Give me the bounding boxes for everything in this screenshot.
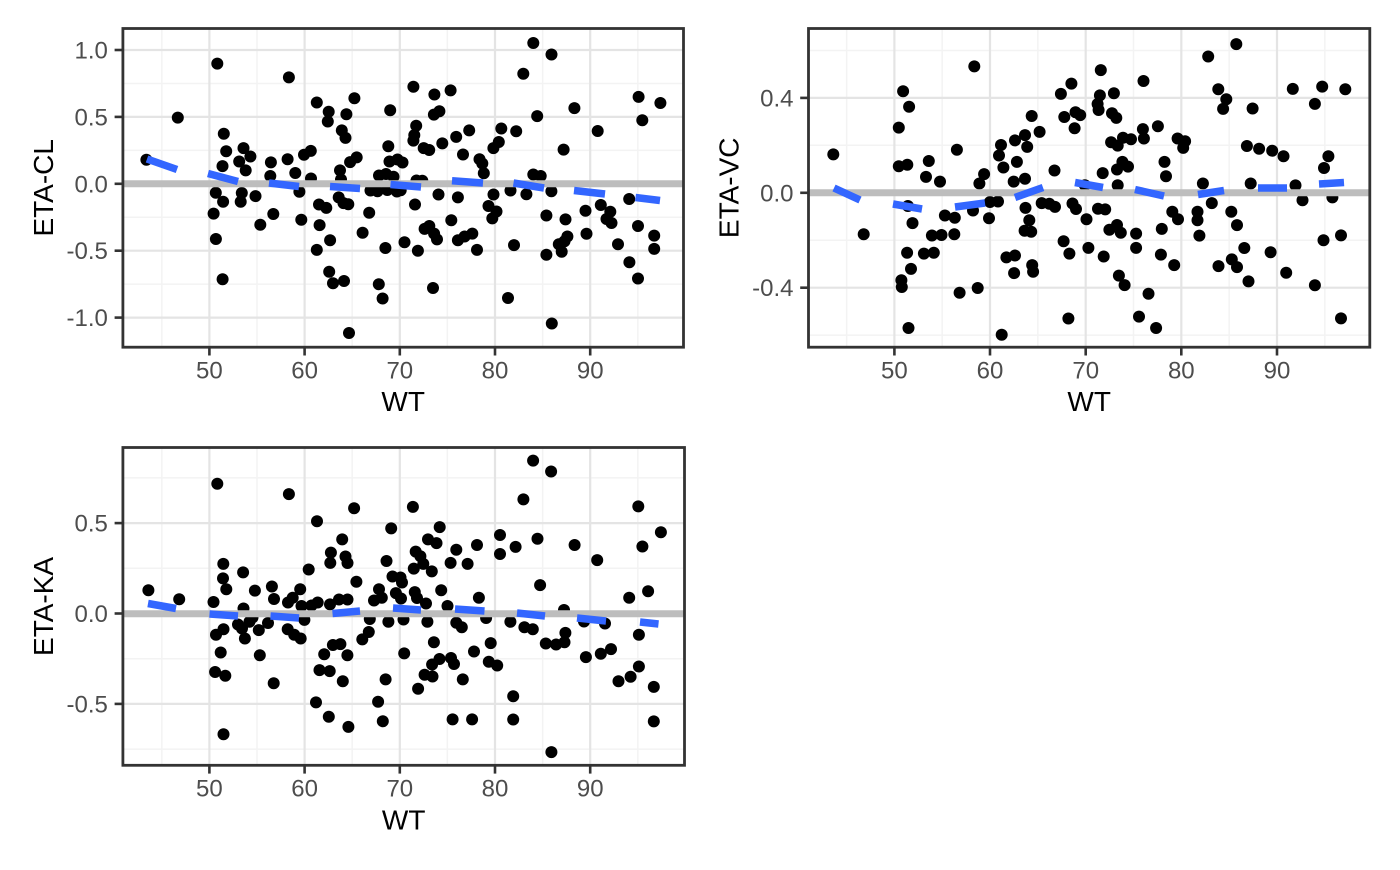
svg-text:50: 50 xyxy=(881,358,908,385)
svg-text:70: 70 xyxy=(386,776,413,803)
svg-text:90: 90 xyxy=(577,776,604,803)
svg-text:90: 90 xyxy=(577,358,604,385)
svg-text:50: 50 xyxy=(196,358,223,385)
svg-text:60: 60 xyxy=(977,358,1004,385)
svg-text:50: 50 xyxy=(196,776,223,803)
svg-text:1.0: 1.0 xyxy=(75,38,108,65)
svg-text:80: 80 xyxy=(1168,358,1195,385)
svg-text:0.0: 0.0 xyxy=(75,601,108,628)
svg-text:WT: WT xyxy=(382,804,426,835)
svg-text:-0.5: -0.5 xyxy=(67,238,108,265)
svg-text:0.4: 0.4 xyxy=(760,85,793,112)
svg-text:WT: WT xyxy=(1067,386,1111,417)
svg-text:-0.5: -0.5 xyxy=(67,691,108,718)
svg-text:80: 80 xyxy=(482,776,509,803)
svg-text:80: 80 xyxy=(482,358,509,385)
svg-text:ETA-KA: ETA-KA xyxy=(28,557,59,656)
svg-text:60: 60 xyxy=(291,358,318,385)
svg-text:70: 70 xyxy=(386,358,413,385)
svg-text:70: 70 xyxy=(1072,358,1099,385)
svg-text:ETA-CL: ETA-CL xyxy=(28,139,59,237)
svg-text:WT: WT xyxy=(381,386,425,417)
svg-text:-1.0: -1.0 xyxy=(67,305,108,332)
svg-text:0.0: 0.0 xyxy=(760,180,793,207)
svg-text:60: 60 xyxy=(291,776,318,803)
svg-text:90: 90 xyxy=(1264,358,1291,385)
svg-text:-0.4: -0.4 xyxy=(752,275,793,302)
svg-text:0.5: 0.5 xyxy=(75,511,108,538)
svg-text:0.0: 0.0 xyxy=(75,171,108,198)
svg-text:0.5: 0.5 xyxy=(75,104,108,131)
svg-text:ETA-VC: ETA-VC xyxy=(714,137,745,238)
